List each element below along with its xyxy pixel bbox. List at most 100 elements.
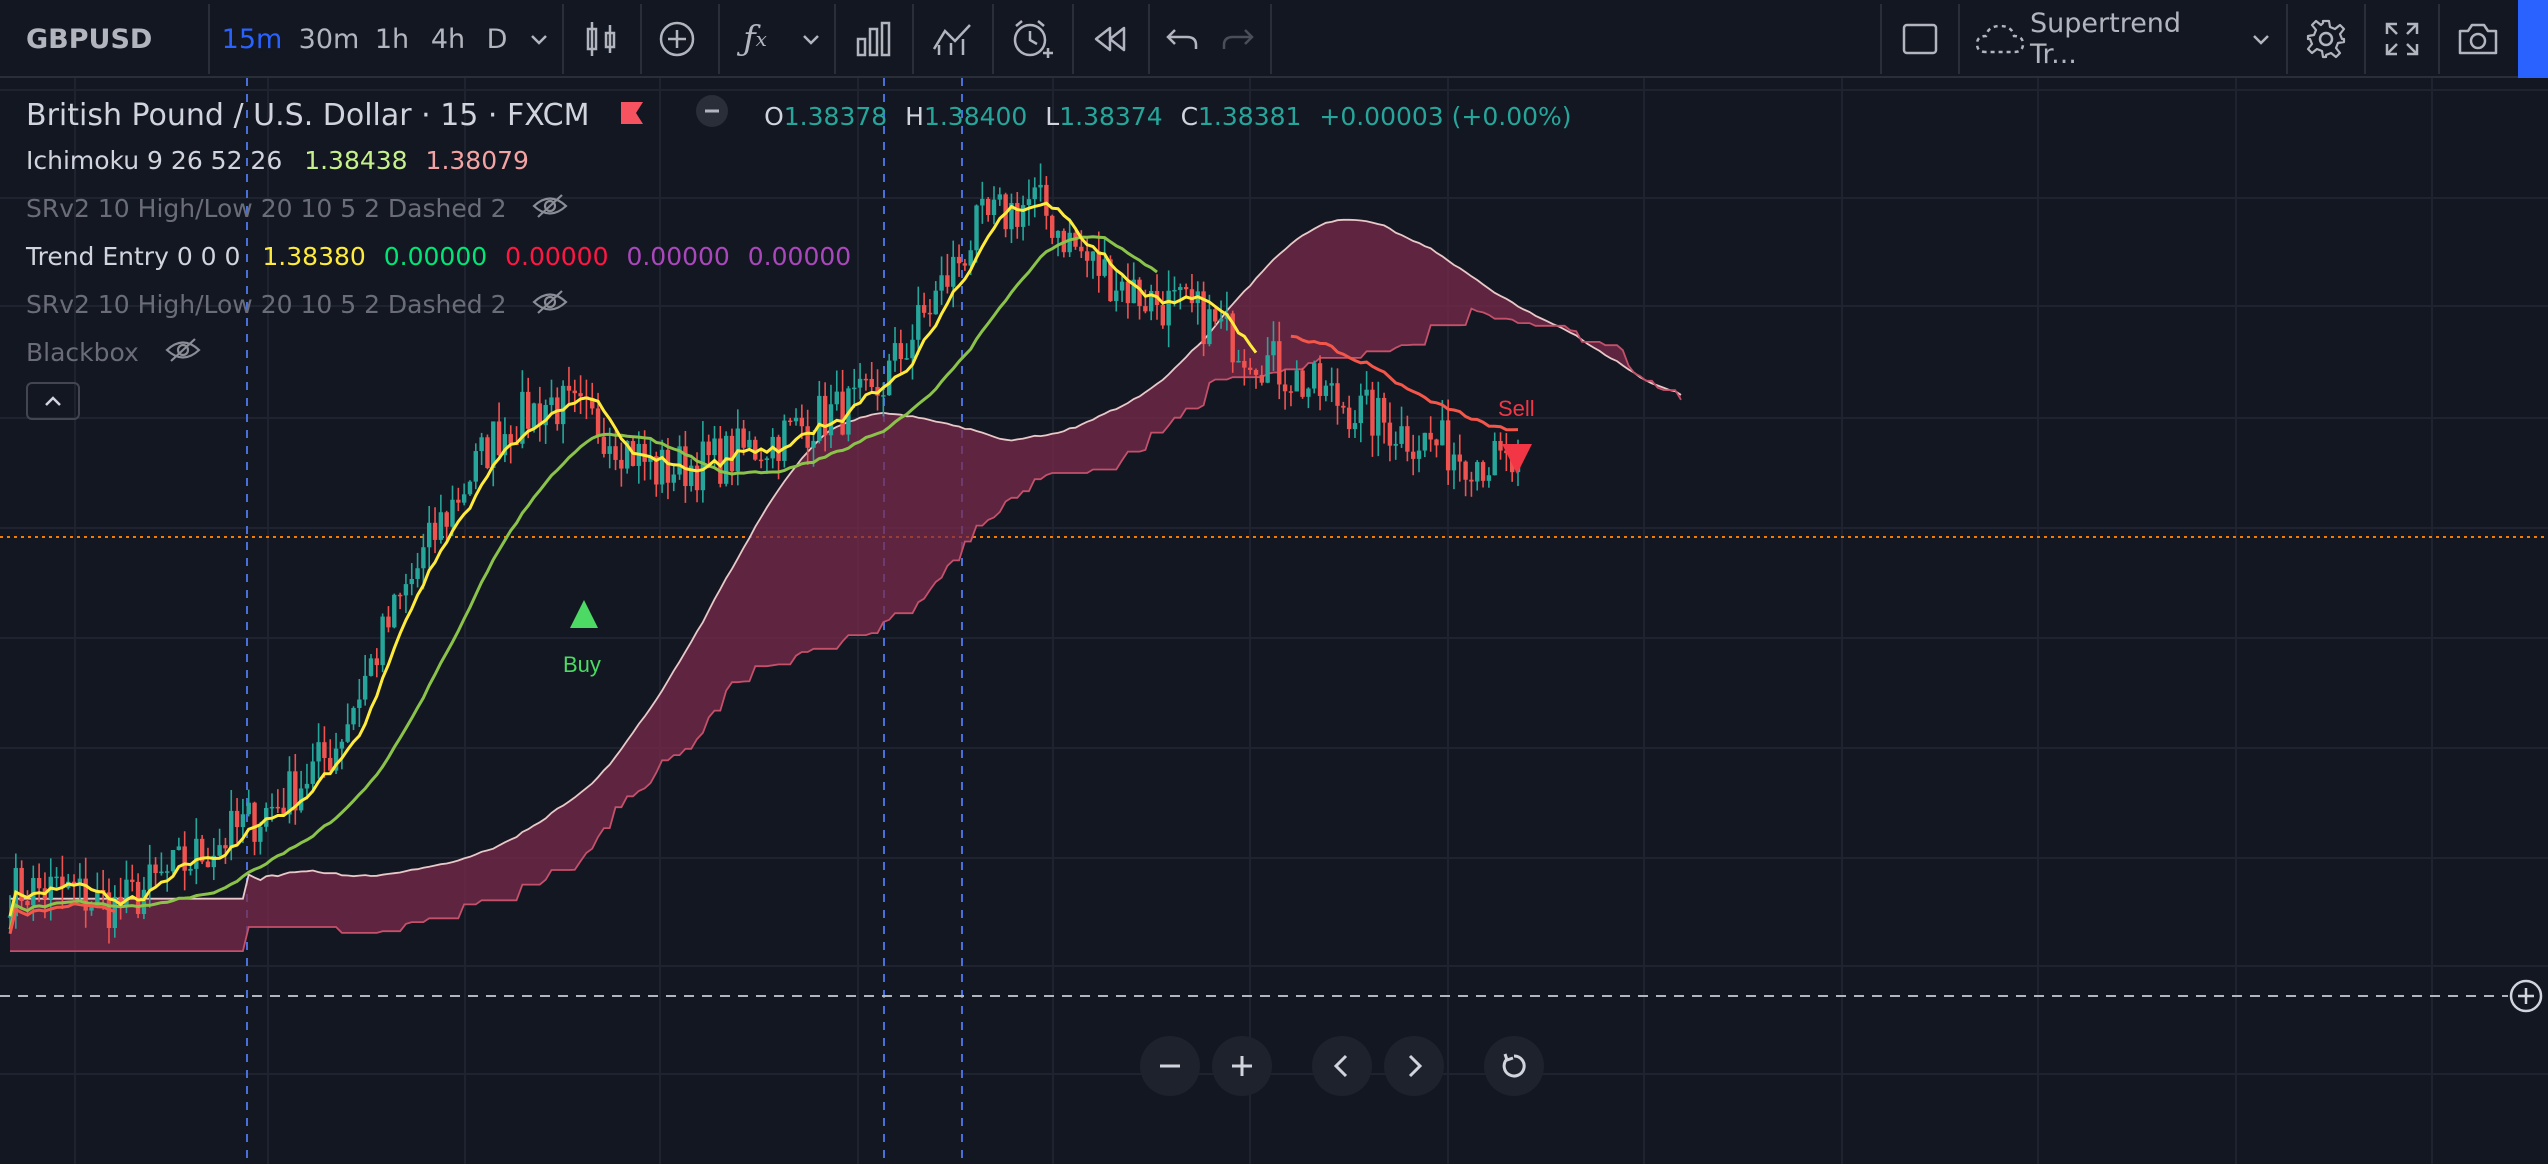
candle-body (438, 512, 444, 540)
ideas-chart-icon[interactable] (924, 0, 980, 78)
candle-body (1050, 215, 1055, 238)
collapse-legend-button[interactable] (26, 382, 80, 420)
candle-body (624, 441, 630, 469)
indicator-value: 1.38079 (425, 146, 529, 175)
scroll-right-button[interactable] (1384, 1036, 1444, 1096)
candle-body (205, 861, 211, 868)
redo-icon[interactable] (1216, 0, 1260, 78)
candle-body (36, 877, 42, 889)
candle-body (1480, 462, 1486, 481)
candle-body (1108, 259, 1113, 302)
ichimoku-cloud (10, 218, 1682, 952)
trend-entry-line (8, 201, 1258, 917)
legend-indicator-srv2-2[interactable]: SRv2 10 High/Low 20 10 5 2 Dashed 2 (26, 288, 569, 324)
candle-body (741, 428, 746, 448)
eye-hidden-icon[interactable] (532, 289, 569, 324)
candle-body (374, 658, 380, 666)
interval-1h[interactable]: 1h (374, 23, 410, 55)
candle-body (852, 387, 857, 390)
candle-body (1306, 388, 1311, 397)
candle-body (951, 256, 956, 287)
interval-30m[interactable]: 30m (298, 23, 360, 55)
crosshair-add-icon[interactable] (2508, 978, 2544, 1014)
template-dropdown-icon[interactable] (2244, 0, 2278, 78)
candle-body (904, 358, 909, 360)
candle-body (380, 616, 385, 666)
candle-body (1137, 279, 1142, 307)
candle-body (1457, 454, 1462, 462)
flag-icon[interactable] (619, 97, 645, 137)
candle-body (1114, 290, 1119, 302)
minimize-legend-icon[interactable] (695, 94, 729, 139)
candle-body (176, 846, 182, 850)
toolbar-divider (834, 4, 836, 74)
zoom-out-button[interactable] (1140, 1036, 1200, 1096)
candle-body (1463, 461, 1468, 480)
compare-add-icon[interactable] (650, 0, 704, 78)
ichimoku-base-line (8, 235, 1158, 930)
financials-bar-icon[interactable] (846, 0, 902, 78)
candle-body (1189, 289, 1195, 304)
camera-snapshot-icon[interactable] (2450, 0, 2506, 78)
alert-clock-icon[interactable] (1004, 0, 1060, 78)
candle-body (83, 878, 88, 911)
replay-rewind-icon[interactable] (1084, 0, 1136, 78)
ohlc-close: 1.38381 (1198, 102, 1302, 131)
symbol-search[interactable]: GBPUSD (26, 23, 153, 55)
candle-body (165, 871, 170, 873)
candle-body (758, 459, 764, 462)
indicator-name: Blackbox (26, 338, 139, 367)
candle-body (1312, 363, 1317, 389)
legend-indicator-trend-entry[interactable]: Trend Entry 0 0 0 1.38380 0.00000 0.0000… (26, 240, 851, 274)
eye-hidden-icon[interactable] (165, 337, 201, 372)
candle-body (31, 877, 36, 906)
candle-body (1341, 405, 1346, 408)
candle-body (1434, 439, 1439, 446)
candle-body (991, 199, 997, 216)
layout-select-icon[interactable] (1892, 0, 1948, 78)
candle-body (223, 845, 228, 849)
indicators-dropdown-icon[interactable] (794, 0, 828, 78)
candle-body (834, 391, 839, 405)
undo-icon[interactable] (1160, 0, 1204, 78)
interval-15m[interactable]: 15m (221, 23, 283, 55)
symbol-title: British Pound / U.S. Dollar · 15 · FXCM (26, 98, 590, 133)
price-chart[interactable]: Buy Sell (0, 78, 2548, 1164)
settings-gear-icon[interactable] (2298, 0, 2354, 78)
candle-body (147, 864, 152, 890)
candle-body (1242, 360, 1247, 368)
candle-body (1125, 281, 1131, 304)
candle-body (654, 456, 659, 485)
candle-style-icon[interactable] (576, 0, 626, 78)
toolbar-divider (912, 4, 914, 74)
candle-body (910, 339, 915, 359)
interval-4h[interactable]: 4h (430, 23, 466, 55)
candle-body (1376, 397, 1381, 436)
candle-body (1026, 199, 1032, 206)
legend-indicator-srv2-1[interactable]: SRv2 10 High/Low 20 10 5 2 Dashed 2 (26, 192, 569, 228)
reset-chart-button[interactable] (1484, 1036, 1544, 1096)
legend-indicator-blackbox[interactable]: Blackbox (26, 336, 201, 370)
eye-hidden-icon[interactable] (532, 193, 569, 228)
interval-d[interactable]: D (486, 23, 508, 55)
legend-indicator-ichimoku[interactable]: Ichimoku 9 26 52 26 1.38438 1.38079 (26, 144, 529, 178)
cloud-span-b (10, 307, 1682, 952)
indicator-name: SRv2 10 High/Low 20 10 5 2 Dashed 2 (26, 290, 507, 319)
candle-body (450, 499, 455, 527)
candle-body (95, 889, 100, 906)
candle-body (1096, 251, 1101, 276)
candle-body (1498, 440, 1503, 451)
candle-body (601, 436, 607, 454)
interval-dropdown-icon[interactable] (522, 0, 556, 78)
scroll-left-button[interactable] (1312, 1036, 1372, 1096)
fullscreen-icon[interactable] (2376, 0, 2428, 78)
candle-body (997, 194, 1003, 200)
candle-body (1201, 291, 1206, 345)
candle-body (1428, 432, 1433, 440)
zoom-in-button[interactable] (1212, 1036, 1272, 1096)
candle-body (275, 806, 281, 809)
candle-body (112, 896, 118, 929)
indicator-template-name[interactable]: Supertrend Tr... (2030, 8, 2182, 70)
candle-body (1166, 290, 1171, 326)
